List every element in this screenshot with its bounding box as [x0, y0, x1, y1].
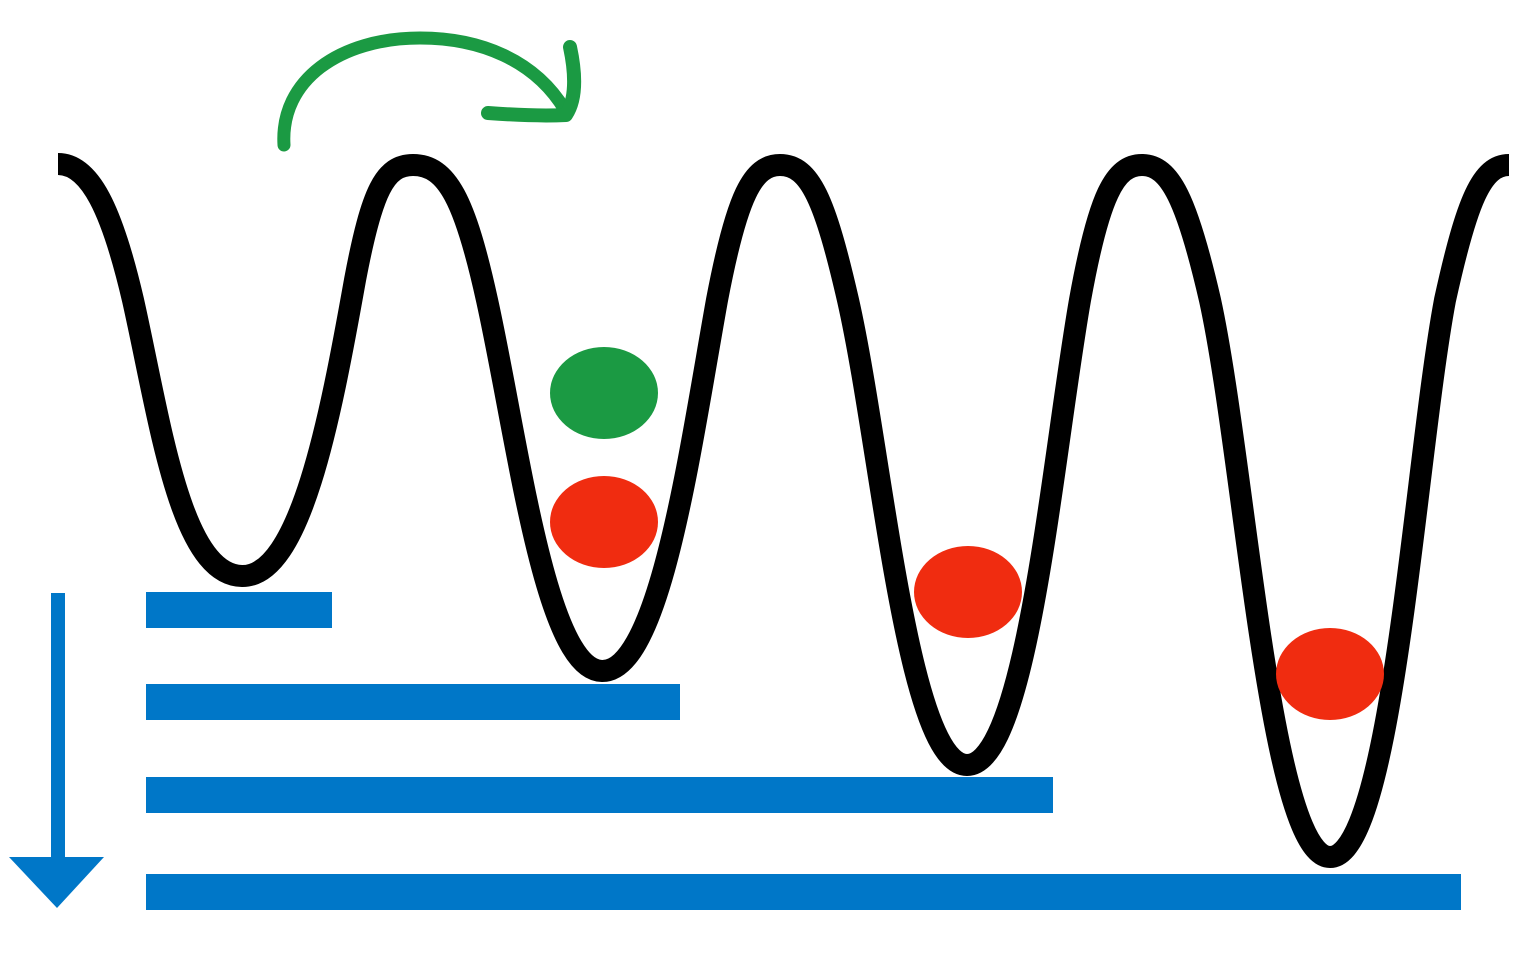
hop-arrow-curve: [277, 31, 572, 152]
down-arrow-head: [9, 857, 104, 908]
energy-level-3: [146, 777, 1053, 813]
green-particle: [550, 347, 658, 439]
potential-curve: [56, 153, 1511, 868]
red-particle-well-3: [914, 546, 1022, 638]
down-arrow-icon: [9, 593, 104, 908]
red-particle-well-4: [1276, 628, 1384, 720]
energy-level-4: [146, 874, 1461, 910]
hop-arrow-icon: [277, 31, 582, 152]
hop-arrow-head: [481, 40, 582, 123]
red-particle-well-2: [550, 476, 658, 568]
energy-level-2: [146, 684, 680, 720]
energy-level-1: [146, 592, 332, 628]
down-arrow-shaft: [51, 593, 65, 863]
